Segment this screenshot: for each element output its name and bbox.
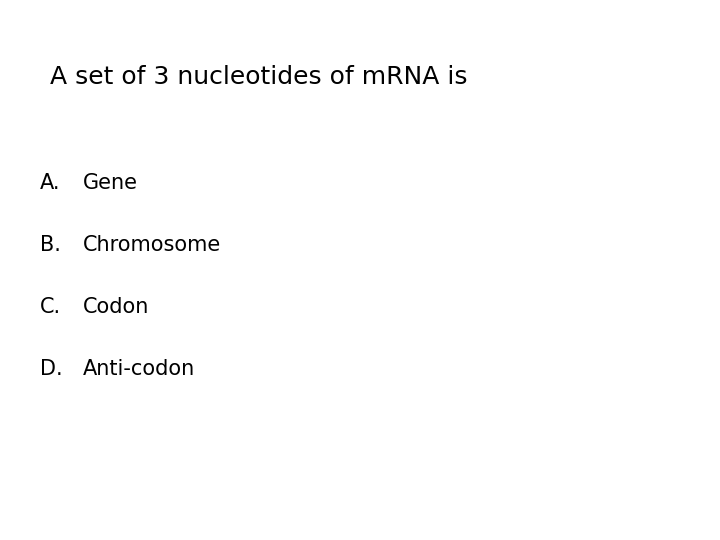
Text: Chromosome: Chromosome xyxy=(83,235,221,255)
Text: A set of 3 nucleotides of mRNA is: A set of 3 nucleotides of mRNA is xyxy=(50,65,468,89)
Text: Gene: Gene xyxy=(83,173,138,193)
Text: A.: A. xyxy=(40,173,60,193)
Text: Anti-codon: Anti-codon xyxy=(83,359,195,379)
Text: C.: C. xyxy=(40,297,60,317)
Text: D.: D. xyxy=(40,359,62,379)
Text: B.: B. xyxy=(40,235,60,255)
Text: Codon: Codon xyxy=(83,297,149,317)
